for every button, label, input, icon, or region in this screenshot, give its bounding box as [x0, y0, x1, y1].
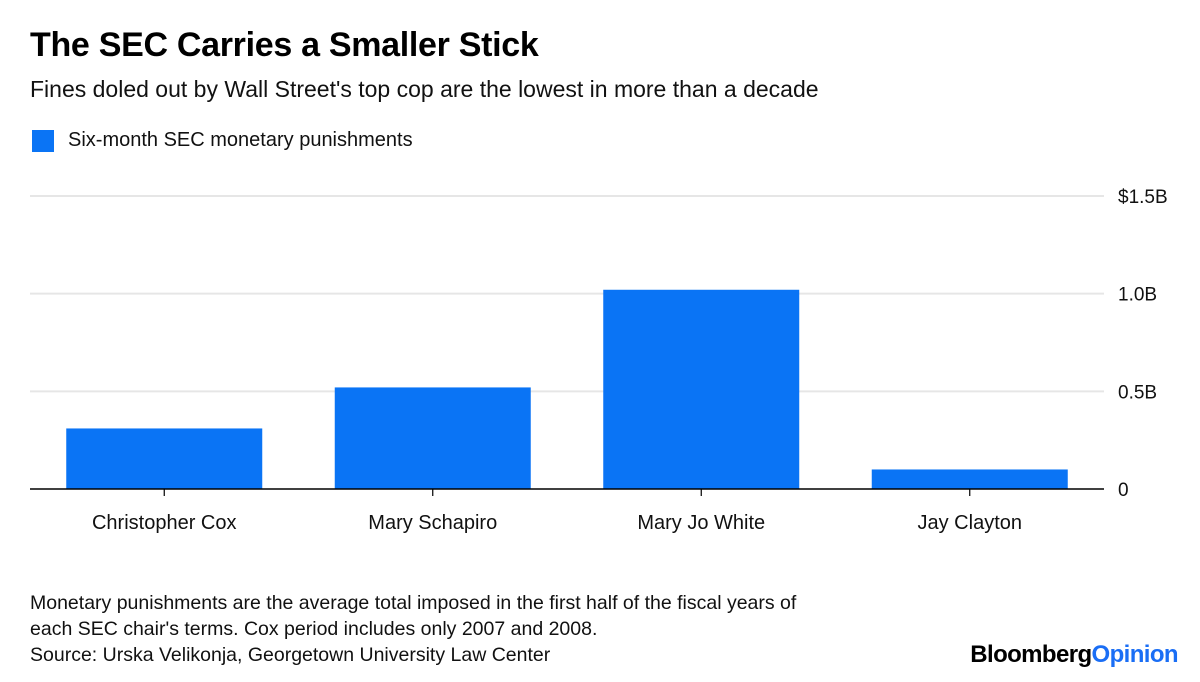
bar: [334, 387, 531, 489]
bar: [66, 428, 263, 489]
x-axis: [30, 488, 1104, 496]
y-tick-label: 0: [1118, 480, 1129, 501]
x-tick-label: Christopher Cox: [92, 512, 237, 534]
y-axis-labels: 0 0.5B 1.0B $1.5B: [1118, 187, 1168, 501]
x-tick-label: Mary Schapiro: [368, 512, 497, 534]
bar: [871, 469, 1068, 489]
chart-subtitle: Fines doled out by Wall Street's top cop…: [30, 76, 819, 102]
x-tick-label: Jay Clayton: [918, 512, 1023, 534]
x-axis-labels: Christopher Cox Mary Schapiro Mary Jo Whit…: [92, 512, 1022, 534]
footnote-line: each SEC chair's terms. Cox period inclu…: [30, 618, 598, 640]
bar: [603, 289, 800, 489]
legend-swatch: [32, 129, 54, 152]
legend: Six-month SEC monetary punishments: [32, 129, 413, 152]
y-tick-label: $1.5B: [1118, 187, 1168, 208]
legend-label: Six-month SEC monetary punishments: [68, 129, 413, 151]
logo-text-bloomberg: Bloomberg: [970, 641, 1092, 668]
bars: [66, 289, 1068, 489]
bloomberg-opinion-logo: BloombergOpinion: [970, 641, 1178, 669]
x-tick-label: Mary Jo White: [637, 512, 765, 534]
logo-text-opinion: Opinion: [1091, 641, 1179, 668]
footnotes: Monetary punishments are the average tot…: [30, 590, 796, 668]
bar-chart: 0 0.5B 1.0B $1.5B Christopher Cox Mary Schap…: [30, 187, 1168, 534]
y-tick-label: 1.0B: [1118, 285, 1157, 306]
chart-title: The SEC Carries a Smaller Stick: [30, 26, 539, 64]
gridlines: [30, 195, 1104, 393]
y-tick-label: 0.5B: [1118, 382, 1157, 403]
source-line: Source: Urska Velikonja, Georgetown Univ…: [30, 644, 551, 666]
footnote-line: Monetary punishments are the average tot…: [30, 592, 797, 614]
